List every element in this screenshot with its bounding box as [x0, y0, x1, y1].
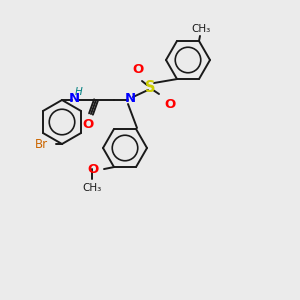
Text: CH₃: CH₃ — [82, 183, 102, 193]
Text: O: O — [164, 98, 175, 111]
Text: H: H — [75, 87, 83, 97]
Text: O: O — [132, 63, 144, 76]
Text: N: N — [68, 92, 80, 106]
Text: O: O — [82, 118, 94, 131]
Text: CH₃: CH₃ — [191, 24, 211, 34]
Text: N: N — [124, 92, 136, 106]
Text: O: O — [88, 163, 99, 176]
Text: S: S — [145, 80, 155, 95]
Text: Br: Br — [35, 137, 48, 151]
